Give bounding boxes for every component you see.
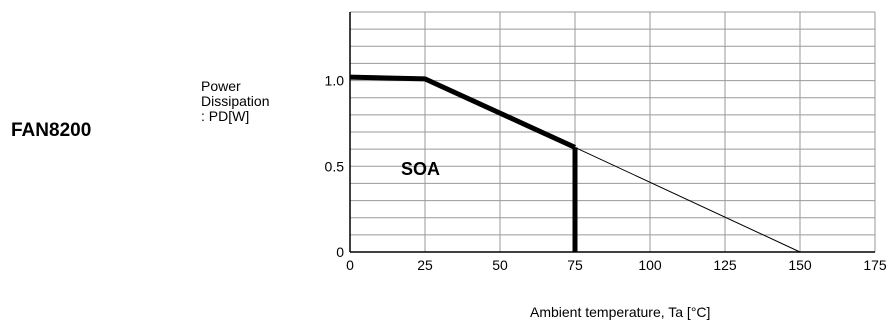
x-tick-label: 50 [492,257,508,273]
x-tick-label: 100 [638,257,662,273]
x-tick-label: 75 [567,257,583,273]
derating-line-thick-0 [349,74,577,150]
derating-line-thin-2 [574,146,801,253]
x-tick-label: 150 [788,257,812,273]
y-axis-label-line-3: : PD[W] [201,108,250,124]
x-axis-label: Ambient temperature, Ta [°C] [530,304,711,320]
y-tick-label: 1.0 [325,73,345,89]
soa-annotation: SOA [401,159,440,179]
part-label: FAN8200 [11,120,92,141]
tick-labels: 0 25 50 75 100 125 150 175 0 0.5 1.0 [325,73,887,273]
series [349,74,801,253]
y-axis-label-line-2: Dissipation [201,93,270,109]
y-tick-label: 0 [336,244,344,260]
y-axis-label: Power Dissipation : PD[W] [201,79,311,124]
annotations: SOA [401,159,440,179]
x-tick-label: 0 [346,257,354,273]
x-tick-label: 125 [713,257,737,273]
y-axis-label-line-1: Power [201,78,241,94]
grid [349,11,876,253]
x-tick-label: 25 [417,257,433,273]
x-tick-label: 175 [863,257,887,273]
y-tick-label: 0.5 [325,158,345,174]
